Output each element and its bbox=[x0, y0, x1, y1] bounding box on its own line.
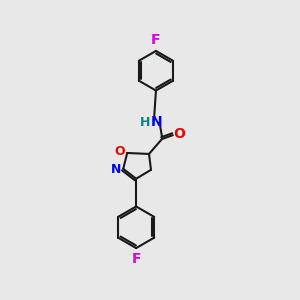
Text: O: O bbox=[114, 146, 125, 158]
Text: O: O bbox=[173, 127, 185, 141]
Text: F: F bbox=[131, 252, 141, 266]
Text: N: N bbox=[110, 163, 121, 176]
Text: H: H bbox=[140, 116, 151, 129]
Text: F: F bbox=[151, 33, 161, 47]
Text: N: N bbox=[151, 115, 162, 129]
